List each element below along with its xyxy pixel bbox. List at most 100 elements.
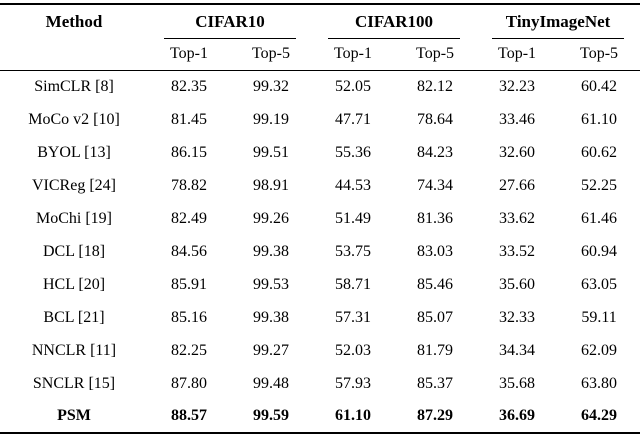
results-table: Method CIFAR10 CIFAR100 TinyImageNet Top…	[0, 3, 640, 434]
method-cell: BCL [21]	[43, 308, 105, 326]
subheader-top5: Top-5	[394, 39, 477, 71]
value-cell: 63.05	[581, 275, 618, 293]
value-cell: 85.16	[171, 308, 207, 326]
method-cell: NNCLR [11]	[31, 341, 117, 359]
value-cell: 78.64	[417, 110, 454, 128]
value-cell: 61.10	[335, 407, 372, 424]
subheader-row: Top-1 Top-5 Top-1 Top-5 Top-1 Top-5	[0, 39, 640, 71]
value-cell: 61.46	[581, 209, 618, 227]
subheader-top1: Top-1	[312, 39, 395, 71]
group-header-row: Method CIFAR10 CIFAR100 TinyImageNet	[0, 4, 640, 39]
group-header-cifar10: CIFAR10	[148, 4, 312, 39]
value-cell: 82.25	[171, 341, 207, 359]
value-cell: 82.35	[171, 77, 207, 95]
value-cell: 34.34	[499, 341, 536, 359]
value-cell: 47.71	[335, 110, 372, 128]
value-cell: 57.31	[335, 308, 372, 326]
value-cell: 99.26	[253, 209, 289, 227]
value-cell: 57.93	[335, 374, 372, 392]
value-cell: 84.23	[417, 143, 454, 161]
value-cell: 60.62	[581, 143, 618, 161]
method-cell: MoCo v2 [10]	[28, 110, 120, 128]
method-cell: MoChi [19]	[36, 209, 112, 227]
method-header: Method	[45, 12, 103, 31]
value-cell: 64.29	[581, 407, 618, 424]
value-cell: 62.09	[581, 341, 618, 359]
value-cell: 81.45	[171, 110, 207, 128]
value-cell: 51.49	[335, 209, 372, 227]
value-cell: 99.27	[253, 341, 289, 359]
value-cell: 35.68	[499, 374, 536, 392]
value-cell: 52.05	[335, 77, 372, 95]
value-cell: 87.29	[417, 407, 454, 424]
value-cell: 36.69	[499, 407, 536, 424]
value-cell: 81.36	[417, 209, 454, 227]
table-header: Method CIFAR10 CIFAR100 TinyImageNet Top…	[0, 4, 640, 71]
method-cell: BYOL [13]	[37, 143, 111, 161]
value-cell: 44.53	[335, 176, 372, 194]
value-cell: 87.80	[171, 374, 207, 392]
group-header-cifar100: CIFAR100	[312, 4, 476, 39]
value-cell: 35.60	[499, 275, 536, 293]
value-cell: 74.34	[417, 176, 454, 194]
value-cell: 63.80	[581, 374, 618, 392]
value-cell: 99.19	[253, 110, 289, 128]
value-cell: 85.37	[417, 374, 454, 392]
table-body: SimCLR [8] 82.35 99.32 52.05 82.12 32.23 60.42…	[0, 70, 640, 433]
value-cell: 86.15	[171, 143, 207, 161]
value-cell: 55.36	[335, 143, 372, 161]
value-cell: 85.91	[171, 275, 207, 293]
value-cell: 33.46	[499, 110, 536, 128]
method-cell: VICReg [24]	[32, 176, 116, 194]
value-cell: 61.10	[581, 110, 618, 128]
value-cell: 81.79	[417, 341, 454, 359]
table-row: PSM 88.57 99.59 61.10 87.29 36.69 64.29	[0, 400, 640, 433]
subheader-top1: Top-1	[476, 39, 559, 71]
value-cell: 32.60	[499, 143, 536, 161]
value-cell: 99.59	[253, 407, 289, 424]
value-cell: 99.51	[253, 143, 289, 161]
table-row: NNCLR [11] 82.25 99.27 52.03 81.79 34.34 62.09	[0, 334, 640, 367]
value-cell: 85.46	[417, 275, 454, 293]
subheader-top1: Top-1	[148, 39, 230, 71]
table-row: MoCo v2 [10] 81.45 99.19 47.71 78.64 33.46 61.…	[0, 103, 640, 136]
value-cell: 32.23	[499, 77, 536, 95]
value-cell: 99.53	[253, 275, 289, 293]
value-cell: 99.38	[253, 242, 289, 260]
table-row: VICReg [24] 78.82 98.91 44.53 74.34 27.66 52.2…	[0, 169, 640, 202]
value-cell: 59.11	[581, 308, 617, 326]
subheader-empty-cell	[0, 39, 148, 71]
table-row: BCL [21] 85.16 99.38 57.31 85.07 32.33 59.11	[0, 301, 640, 334]
value-cell: 32.33	[499, 308, 536, 326]
value-cell: 88.57	[171, 407, 207, 424]
table-row: BYOL [13] 86.15 99.51 55.36 84.23 32.60 60.62	[0, 136, 640, 169]
method-cell: SimCLR [8]	[34, 77, 114, 95]
method-cell: SNCLR [15]	[32, 374, 116, 392]
value-cell: 98.91	[253, 176, 289, 194]
table-row: DCL [18] 84.56 99.38 53.75 83.03 33.52 60.94	[0, 235, 640, 268]
value-cell: 99.32	[253, 77, 289, 95]
value-cell: 83.03	[417, 242, 454, 260]
value-cell: 82.12	[417, 77, 454, 95]
table-row: SNCLR [15] 87.80 99.48 57.93 85.37 35.68 63.80	[0, 367, 640, 400]
value-cell: 99.38	[253, 308, 289, 326]
value-cell: 53.75	[335, 242, 372, 260]
group-header-tinyimagenet: TinyImageNet	[476, 4, 640, 39]
table-row: MoChi [19] 82.49 99.26 51.49 81.36 33.62 61.46	[0, 202, 640, 235]
value-cell: 82.49	[171, 209, 207, 227]
method-cell: DCL [18]	[42, 242, 106, 260]
value-cell: 99.48	[253, 374, 289, 392]
subheader-top5: Top-5	[230, 39, 313, 71]
value-cell: 27.66	[499, 176, 536, 194]
table-row: SimCLR [8] 82.35 99.32 52.05 82.12 32.23 60.42	[0, 70, 640, 103]
subheader-top5: Top-5	[558, 39, 640, 71]
value-cell: 84.56	[171, 242, 207, 260]
value-cell: 33.62	[499, 209, 536, 227]
value-cell: 60.42	[581, 77, 618, 95]
value-cell: 52.03	[335, 341, 372, 359]
value-cell: 78.82	[171, 176, 207, 194]
value-cell: 60.94	[581, 242, 618, 260]
method-cell: HCL [20]	[42, 275, 106, 293]
method-cell: PSM	[57, 407, 91, 424]
